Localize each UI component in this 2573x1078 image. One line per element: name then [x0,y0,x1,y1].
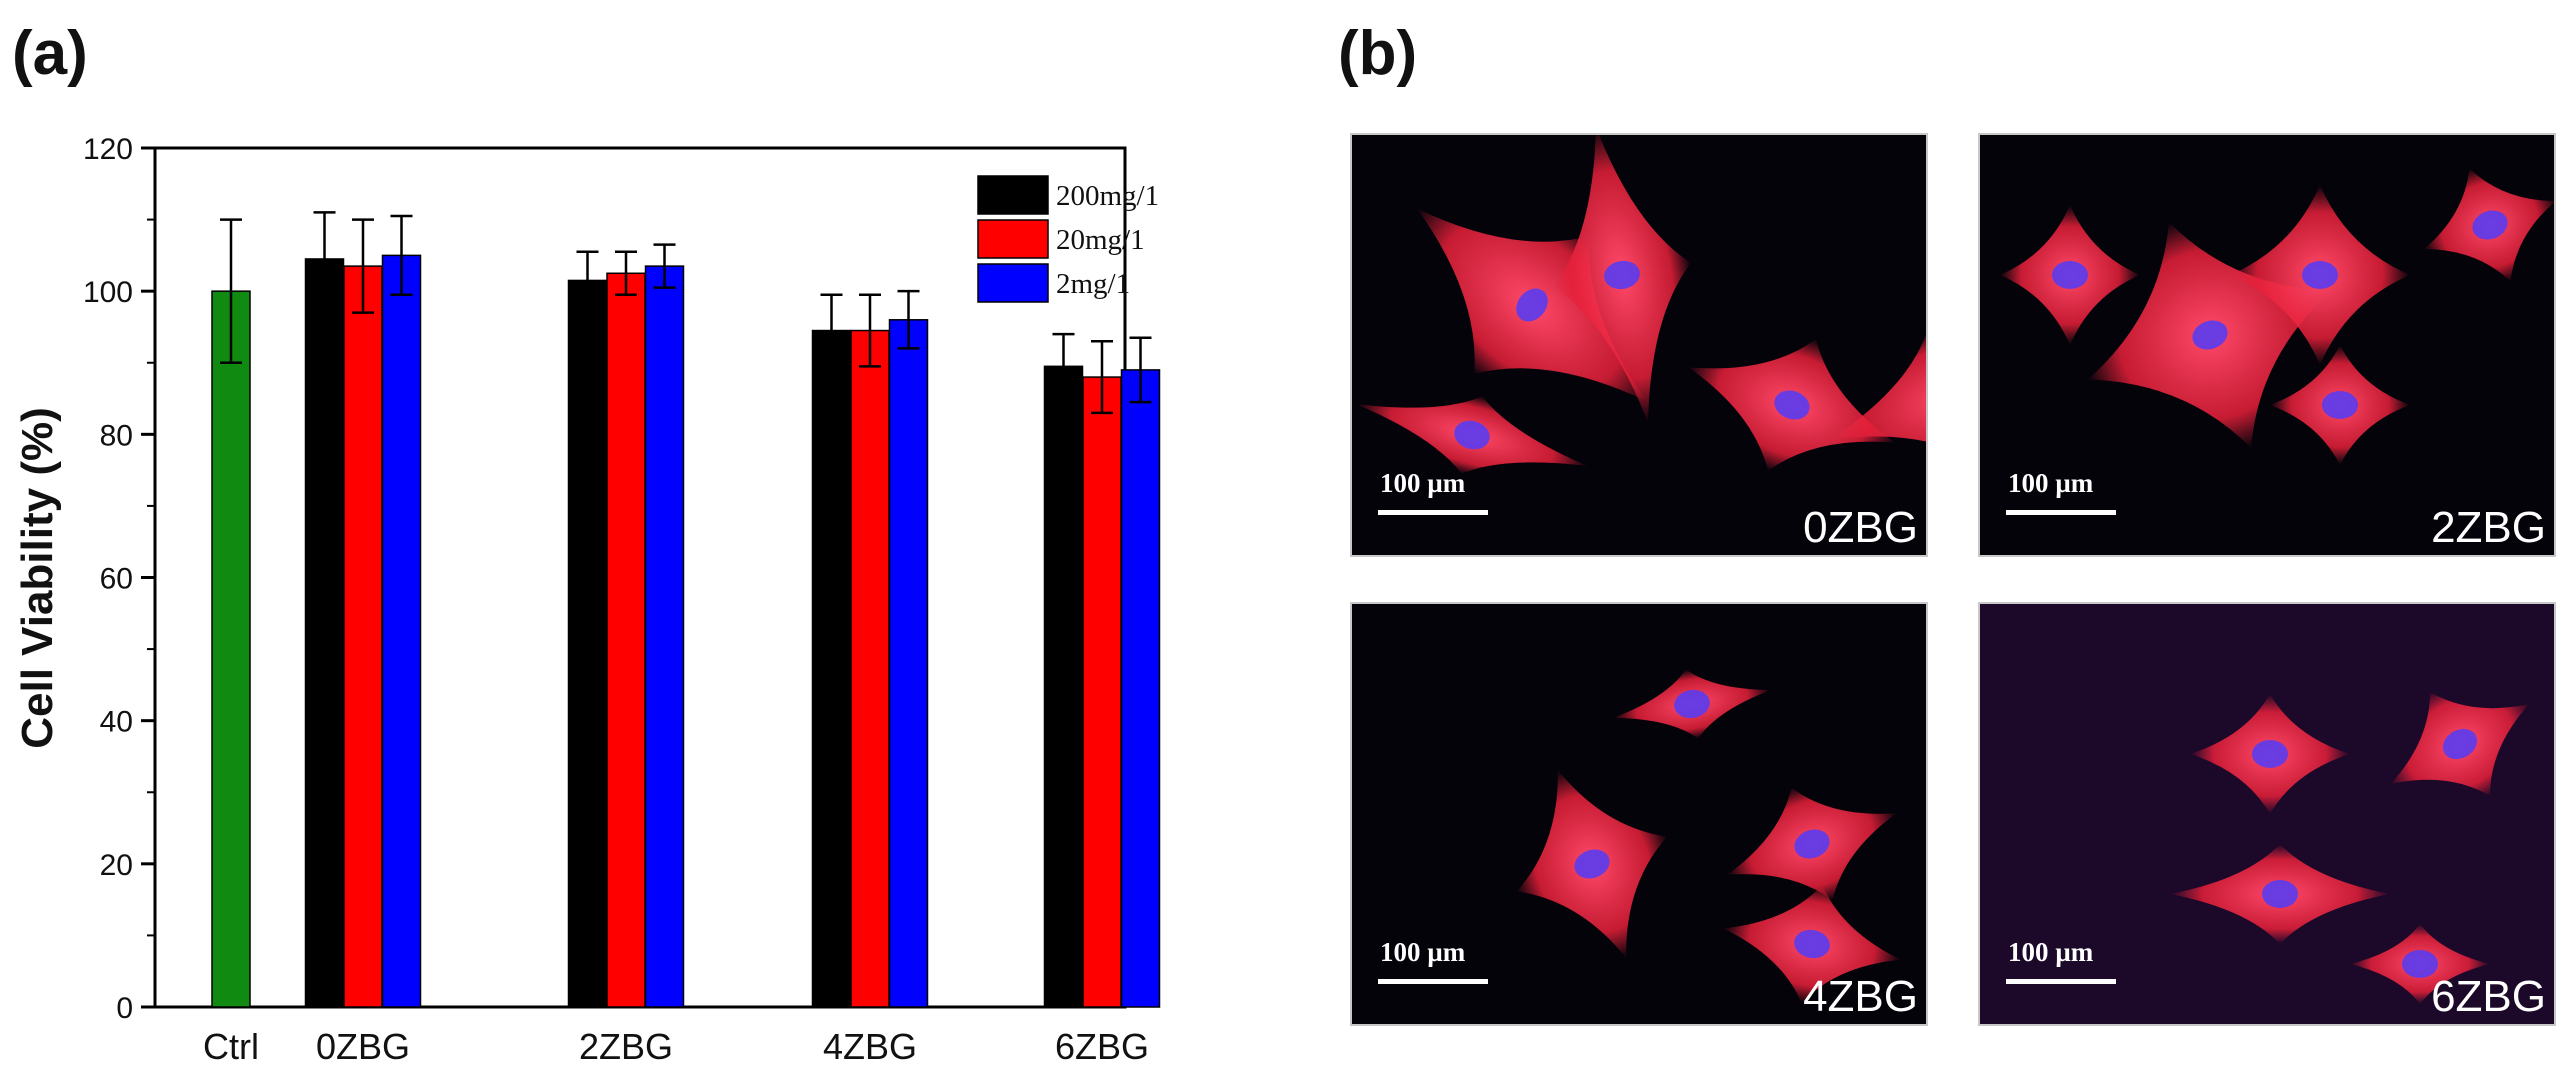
micrograph-label: 2ZBG [2431,503,2546,552]
bar-0zbg-1 [343,265,383,1008]
panel-label-a: (a) [12,19,88,88]
legend-label: 2mg/1 [1056,268,1130,300]
cell [1553,135,1691,423]
cell [2087,222,2333,448]
cell-image-6zbg [1980,604,2554,1024]
cell-viability-bar-chart: 0 20 40 60 80 100 120 Ctrl 0ZBG 2ZBG 4ZBG 6ZBG 200mg… [13,133,1161,1067]
legend-label: 20mg/1 [1056,224,1145,256]
micrograph-label: 4ZBG [1803,972,1918,1021]
cell [2170,844,2390,944]
y-tick-label: 100 [83,276,133,309]
cell [2424,168,2554,282]
scale-bar-label: 100 µm [1380,937,1466,967]
micrograph-4zbg: 100 µm 4ZBG [1350,602,1928,1026]
y-tick-label: 60 [100,563,133,596]
cell-nucleus [2472,210,2508,240]
cell-image-2zbg [1980,135,2554,555]
cell [2230,185,2410,365]
y-tick-label: 40 [100,706,133,739]
cell-nucleus [2442,728,2478,760]
cell [1723,884,1901,1004]
cell [1829,329,1926,461]
bar-6zbg-0 [1043,365,1084,1008]
cell [2390,692,2530,796]
legend-swatch [977,263,1049,303]
cell-nucleus [1604,260,1640,290]
bar-4zbg-1 [850,329,890,1008]
bar-2zbg-1 [606,272,646,1008]
cell [1613,669,1771,739]
micrograph-label: 0ZBG [1803,503,1918,552]
cell-nucleus [2262,880,2298,908]
cell-nucleus [1794,929,1830,959]
bar-6zbg-1 [1082,376,1122,1008]
scale-bar [2006,510,2116,515]
scale-bar [1378,510,1488,515]
cell-image-4zbg [1352,604,1926,1024]
bar-ctrl [211,290,251,1008]
bar-0zbg-0 [304,258,345,1008]
legend-swatch [977,175,1049,215]
micrograph-0zbg: 100 µm 0ZBG [1350,133,1928,557]
micrograph-6zbg: 100 µm 6ZBG [1978,602,2556,1026]
scale-bar [2006,979,2116,984]
bar-2zbg-2 [644,265,685,1008]
scale-bar-label: 100 µm [1380,468,1466,498]
micrograph-2zbg: 100 µm 2ZBG [1978,133,2556,557]
legend-swatch [977,219,1049,259]
scale-bar-label: 100 µm [2008,937,2094,967]
bar-6zbg-2 [1120,369,1161,1008]
y-tick-label: 80 [100,419,133,452]
x-tick-label: Ctrl [203,1026,259,1067]
cell [1688,339,1896,471]
cell-nucleus [1674,689,1710,719]
x-tick-label: 2ZBG [579,1026,673,1067]
cell-nucleus [2322,391,2358,419]
cell [2350,924,2490,1004]
y-tick-label: 0 [116,992,133,1025]
cell [1356,396,1588,474]
cell-nucleus [1774,390,1810,420]
y-tick-label: 20 [100,849,133,882]
micrograph-label: 6ZBG [2431,972,2546,1021]
y-axis-label: Cell Viability (%) [13,407,62,749]
cell-nucleus [1574,849,1610,879]
cell [2000,205,2140,345]
cell-nucleus [1794,829,1830,859]
cell [1727,787,1897,901]
bar-4zbg-0 [811,329,852,1008]
scale-bar-label: 100 µm [2008,468,2094,498]
cell-nucleus [2402,950,2438,978]
cell-nucleus [2302,261,2338,289]
legend-label: 200mg/1 [1056,180,1159,212]
cell [2190,694,2350,814]
x-tick-label: 0ZBG [316,1026,410,1067]
cell-nucleus [2192,320,2228,350]
bar-2zbg-0 [567,279,608,1008]
panel-label-b: (b) [1338,19,1418,88]
cell-nucleus [1454,420,1490,450]
bar-0zbg-2 [381,254,422,1008]
cell-image-0zbg [1352,135,1926,555]
cell-nucleus [1516,288,1548,322]
scale-bar [1378,979,1488,984]
x-tick-label: 6ZBG [1055,1026,1149,1067]
cell-cytoskeleton [1829,329,1926,461]
y-tick-label: 120 [83,133,133,166]
cell-nucleus [2052,261,2088,289]
cell [2270,345,2410,465]
x-tick-label: 4ZBG [823,1026,917,1067]
cell-nucleus [2252,740,2288,768]
cell [1516,770,1668,958]
bar-4zbg-2 [888,319,929,1008]
